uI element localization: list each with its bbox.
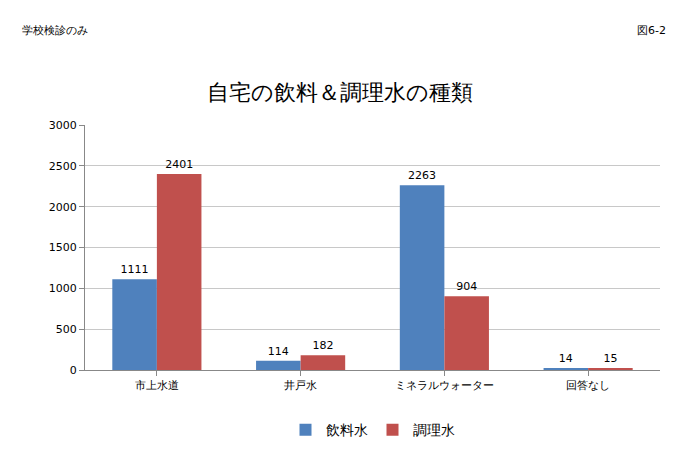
svg-text:井戸水: 井戸水 xyxy=(284,379,317,392)
svg-text:500: 500 xyxy=(56,323,77,336)
svg-text:182: 182 xyxy=(312,339,333,352)
svg-text:14: 14 xyxy=(559,352,573,365)
svg-text:回答なし: 回答なし xyxy=(566,379,610,392)
svg-text:2000: 2000 xyxy=(49,201,77,214)
svg-text:3000: 3000 xyxy=(49,119,77,132)
svg-text:調理水: 調理水 xyxy=(413,422,455,438)
svg-text:2263: 2263 xyxy=(408,169,436,182)
svg-text:1500: 1500 xyxy=(49,241,77,254)
svg-text:1111: 1111 xyxy=(121,263,149,276)
svg-text:1000: 1000 xyxy=(49,282,77,295)
svg-text:学校検診のみ: 学校検診のみ xyxy=(22,24,88,37)
svg-text:2401: 2401 xyxy=(165,158,193,171)
svg-text:図6-2: 図6-2 xyxy=(637,24,666,37)
svg-text:飲料水: 飲料水 xyxy=(326,422,368,438)
svg-text:114: 114 xyxy=(268,345,289,358)
svg-text:904: 904 xyxy=(456,280,477,293)
svg-text:市上水道: 市上水道 xyxy=(135,379,179,392)
svg-text:2500: 2500 xyxy=(49,160,77,173)
svg-text:0: 0 xyxy=(70,364,77,377)
svg-text:ミネラルウォーター: ミネラルウォーター xyxy=(395,379,494,392)
svg-text:15: 15 xyxy=(603,352,617,365)
svg-text:自宅の飲料＆調理水の種類: 自宅の飲料＆調理水の種類 xyxy=(207,80,473,105)
